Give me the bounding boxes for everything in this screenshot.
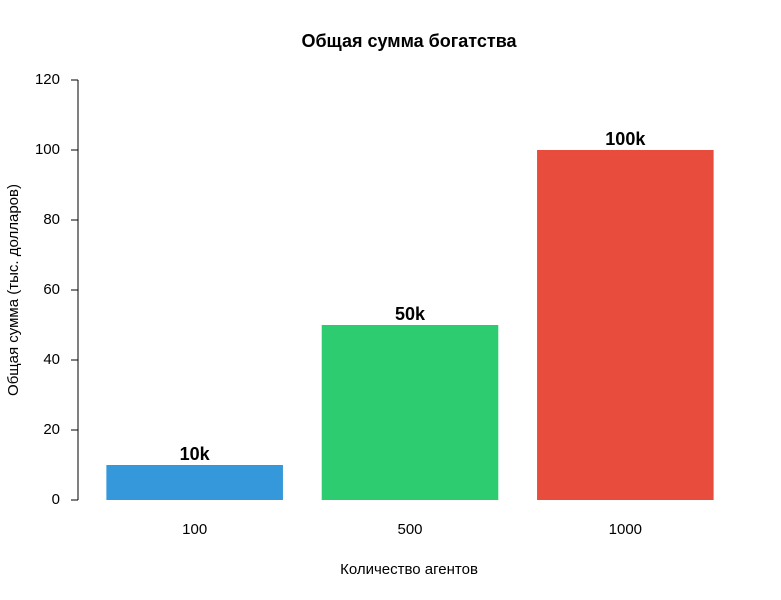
y-tick-label: 0 <box>52 491 60 508</box>
value-label: 100k <box>605 129 646 149</box>
y-tick-label: 120 <box>35 71 60 88</box>
y-tick-label: 40 <box>43 351 60 368</box>
y-axis-title: Общая сумма (тыс. долларов) <box>5 184 22 396</box>
x-axis-title: Количество агентов <box>340 561 478 578</box>
chart-title: Общая сумма богатства <box>301 31 517 51</box>
y-tick-label: 60 <box>43 281 60 298</box>
y-tick-label: 80 <box>43 211 60 228</box>
x-tick-label: 1000 <box>609 521 642 538</box>
y-tick-label: 100 <box>35 141 60 158</box>
value-label: 10k <box>180 444 211 464</box>
bar <box>537 150 714 500</box>
value-label: 50k <box>395 304 426 324</box>
x-tick-label: 100 <box>182 521 207 538</box>
bar <box>321 325 499 500</box>
x-tick-label: 500 <box>397 521 422 538</box>
bar <box>106 465 283 500</box>
y-tick-label: 20 <box>43 421 60 438</box>
